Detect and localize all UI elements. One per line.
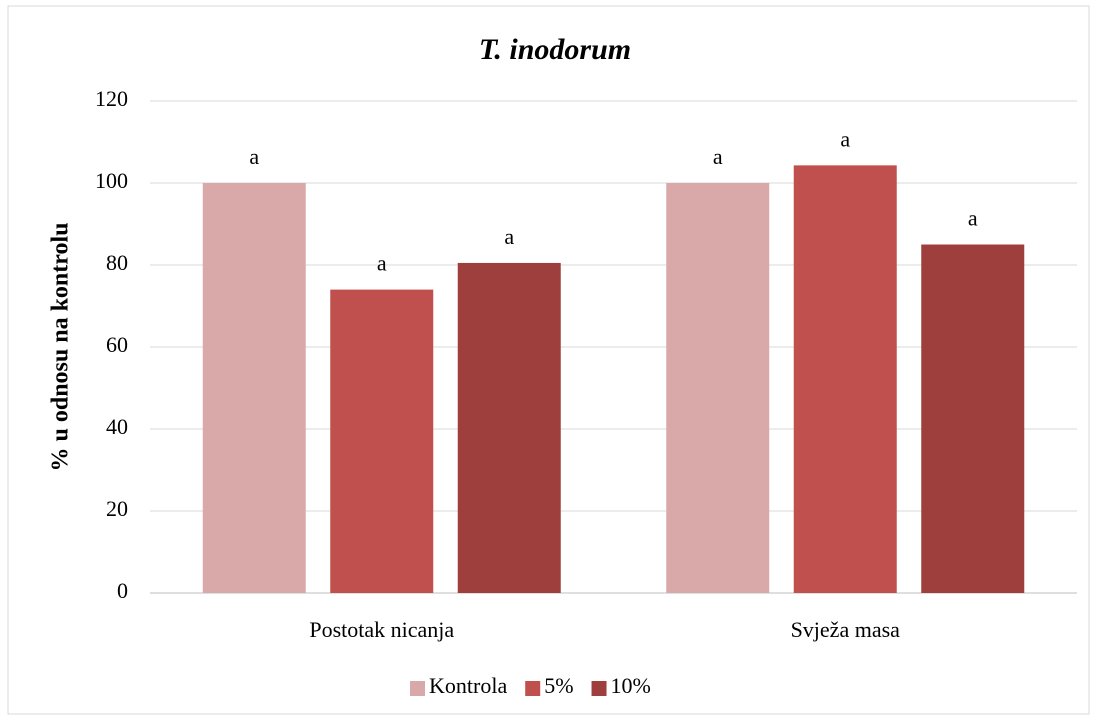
- bar: [793, 165, 897, 593]
- y-tick-label: 120: [95, 86, 128, 111]
- data-label: a: [249, 144, 259, 169]
- bar: [921, 244, 1025, 593]
- y-tick-label: 100: [95, 168, 128, 193]
- bar: [666, 183, 770, 593]
- x-tick-label: Postotak nicanja: [309, 617, 454, 642]
- legend-label: 5%: [544, 673, 573, 698]
- data-label: a: [968, 206, 978, 231]
- y-tick-label: 20: [106, 496, 128, 521]
- legend-label: Kontrola: [429, 673, 507, 698]
- y-axis-label: % u odnosu na kontrolu: [48, 223, 74, 472]
- data-label: a: [840, 126, 850, 151]
- y-tick-label: 40: [106, 414, 128, 439]
- bar: [330, 289, 434, 593]
- bar: [457, 262, 561, 593]
- chart-title: T. inodorum: [479, 33, 631, 66]
- data-label: a: [377, 251, 387, 276]
- data-label: a: [504, 224, 514, 249]
- data-label: a: [713, 144, 723, 169]
- legend-swatch: [525, 681, 541, 696]
- x-tick-label: Svježa masa: [791, 617, 901, 642]
- y-tick-label: 60: [106, 332, 128, 357]
- y-tick-label: 0: [117, 578, 128, 603]
- y-tick-label: 80: [106, 250, 128, 275]
- legend-swatch: [410, 681, 425, 696]
- legend-swatch: [591, 681, 607, 696]
- bar: [202, 183, 306, 593]
- legend-label: 10%: [611, 673, 651, 698]
